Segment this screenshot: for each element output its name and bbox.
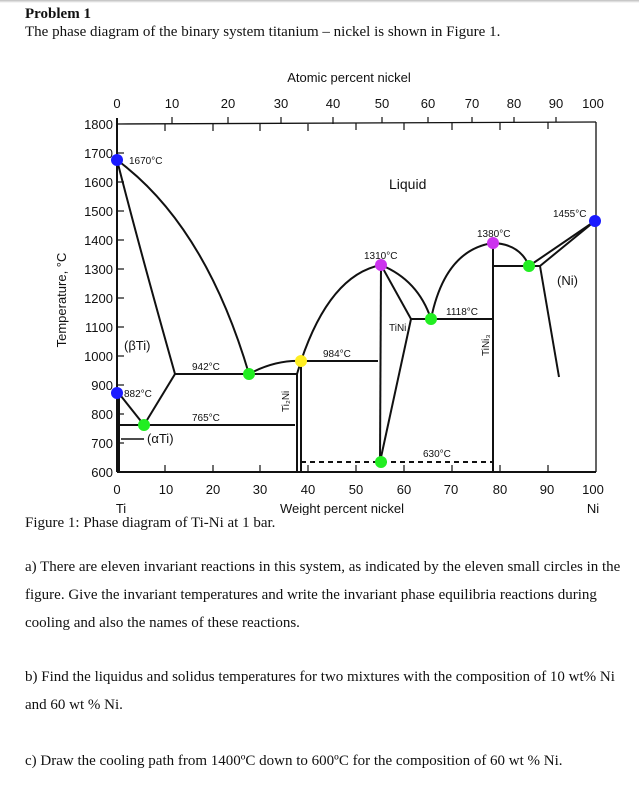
page-top-shadow xyxy=(0,0,639,3)
point-882-icon xyxy=(111,387,123,399)
point-984-icon xyxy=(295,355,307,367)
invariant-points xyxy=(111,154,601,468)
svg-text:1200: 1200 xyxy=(84,291,113,306)
svg-text:800: 800 xyxy=(91,407,113,422)
svg-text:70: 70 xyxy=(444,482,458,497)
phase-label-liquid: Liquid xyxy=(389,176,426,192)
svg-text:984°C: 984°C xyxy=(323,349,351,360)
phase-label-tini3: TiNi₃ xyxy=(481,335,492,356)
svg-text:630°C: 630°C xyxy=(423,449,451,460)
svg-text:20: 20 xyxy=(206,482,220,497)
question-c: c) Draw the cooling path from 1400ºC dow… xyxy=(25,753,563,769)
bottom-tick-labels: 0 10 20 30 40 50 60 70 80 90 100 xyxy=(113,482,603,497)
point-1380-icon xyxy=(487,237,499,249)
phase-boundaries xyxy=(116,159,596,472)
point-1118-icon xyxy=(425,313,437,325)
svg-text:20: 20 xyxy=(221,96,235,111)
phase-label-ti2ni: Ti₂Ni xyxy=(281,391,292,412)
svg-text:60: 60 xyxy=(421,96,435,111)
question-b: b) Find the liquidus and solidus tempera… xyxy=(25,669,615,713)
svg-text:900: 900 xyxy=(91,378,113,393)
svg-text:1100: 1100 xyxy=(85,320,113,335)
ti-end-label: Ti xyxy=(116,501,126,515)
svg-text:90: 90 xyxy=(540,482,554,497)
point-1310-icon xyxy=(375,259,387,271)
svg-text:882°C: 882°C xyxy=(124,389,152,400)
y-tick-labels: 1800 1700 1600 1500 1400 1300 1200 1100 … xyxy=(84,117,113,480)
bottom-ticks xyxy=(164,465,549,472)
svg-text:1500: 1500 xyxy=(84,204,113,219)
svg-text:765°C: 765°C xyxy=(192,413,220,424)
svg-text:1380°C: 1380°C xyxy=(477,229,510,240)
svg-text:942°C: 942°C xyxy=(192,362,220,373)
phase-label-alpha-ti: (αTi) xyxy=(147,431,174,446)
svg-text:100: 100 xyxy=(582,482,604,497)
svg-text:1118°C: 1118°C xyxy=(446,307,478,318)
svg-text:30: 30 xyxy=(274,96,288,111)
svg-text:1800: 1800 xyxy=(84,117,113,132)
svg-text:1700: 1700 xyxy=(84,146,113,161)
phase-label-ni: (Ni) xyxy=(557,273,578,288)
svg-text:100: 100 xyxy=(582,96,604,111)
svg-text:1400: 1400 xyxy=(84,233,113,248)
svg-text:10: 10 xyxy=(159,482,173,497)
plot-frame xyxy=(116,118,597,473)
svg-text:1000: 1000 xyxy=(84,349,113,364)
point-1455-icon xyxy=(589,215,601,227)
question-a: a) There are eleven invariant reactions … xyxy=(25,559,621,631)
svg-text:1600: 1600 xyxy=(84,175,113,190)
temperature-labels: 1670°C 882°C 942°C 765°C 984°C 1310°C 11… xyxy=(124,156,586,460)
y-ticks xyxy=(117,152,124,444)
svg-text:1670°C: 1670°C xyxy=(129,156,162,167)
svg-text:70: 70 xyxy=(465,96,479,111)
svg-text:30: 30 xyxy=(253,482,267,497)
svg-text:80: 80 xyxy=(493,482,507,497)
intro-text: The phase diagram of the binary system t… xyxy=(25,24,501,40)
svg-text:10: 10 xyxy=(165,96,179,111)
figure-caption: Figure 1: Phase diagram of Ti-Ni at 1 ba… xyxy=(25,515,276,531)
top-tick-labels: 0 10 20 30 40 50 60 70 80 90 100 xyxy=(113,96,603,111)
svg-text:40: 40 xyxy=(326,96,340,111)
svg-text:40: 40 xyxy=(301,482,315,497)
top-ticks xyxy=(164,117,557,131)
point-eutectic-ni-icon xyxy=(523,260,535,272)
point-1670-icon xyxy=(111,154,123,166)
svg-text:60: 60 xyxy=(397,482,411,497)
svg-text:600: 600 xyxy=(91,465,113,480)
point-942-icon xyxy=(243,368,255,380)
svg-text:1300: 1300 xyxy=(84,262,113,277)
phase-label-beta-ti: (βTi) xyxy=(124,338,150,353)
point-765-icon xyxy=(138,419,150,431)
svg-text:1310°C: 1310°C xyxy=(364,251,397,262)
svg-text:0: 0 xyxy=(113,96,120,111)
svg-text:1455°C: 1455°C xyxy=(553,209,586,220)
svg-text:80: 80 xyxy=(507,96,521,111)
ni-end-label: Ni xyxy=(587,501,599,515)
problem-title: Problem 1 xyxy=(25,6,91,22)
point-630-icon xyxy=(375,456,387,468)
y-axis-title: Temperature, °C xyxy=(54,253,69,348)
svg-text:0: 0 xyxy=(113,482,120,497)
svg-text:700: 700 xyxy=(91,436,113,451)
svg-text:90: 90 xyxy=(549,96,563,111)
svg-text:50: 50 xyxy=(375,96,389,111)
phase-diagram-figure: Atomic percent nickel 0 10 20 30 40 50 6… xyxy=(54,70,604,515)
bottom-axis-title: Weight percent nickel xyxy=(280,501,404,515)
phase-label-tini: TiNi xyxy=(389,323,406,334)
top-axis-title: Atomic percent nickel xyxy=(287,70,411,85)
svg-text:50: 50 xyxy=(349,482,363,497)
